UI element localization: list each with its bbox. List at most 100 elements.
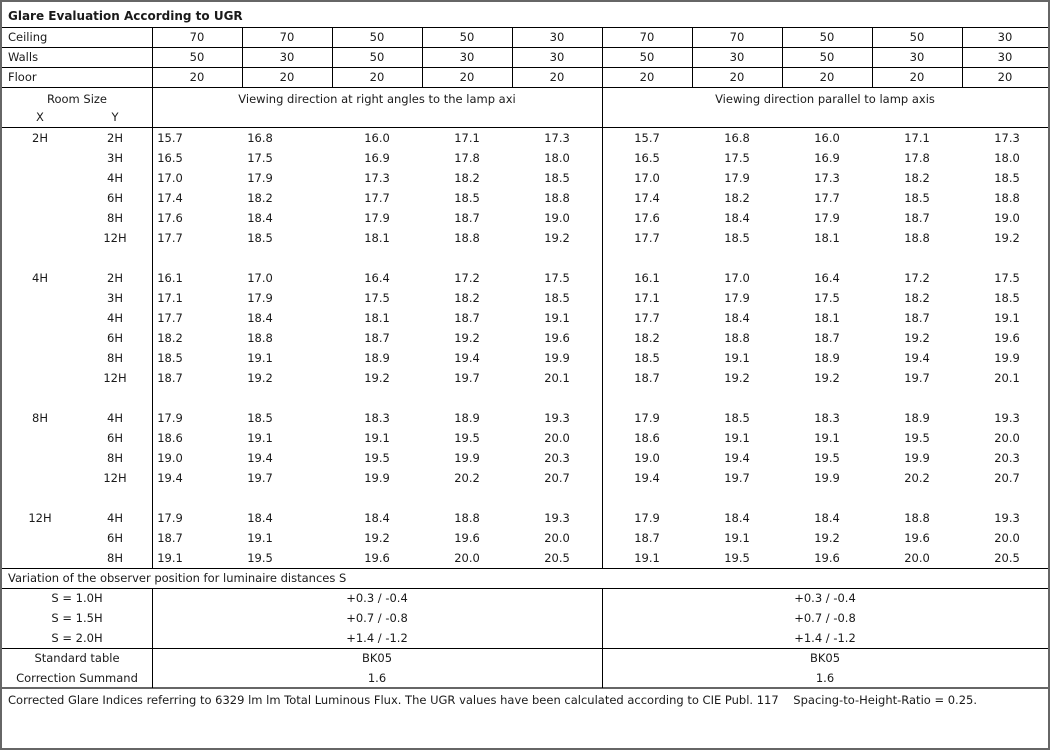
ugr-value: 18.3 bbox=[364, 411, 390, 425]
divider bbox=[2, 67, 1048, 68]
ugr-value: 19.1 bbox=[814, 431, 840, 445]
ugr-value: 19.4 bbox=[724, 451, 750, 465]
ugr-value: 17.7 bbox=[634, 231, 660, 245]
ugr-value: 18.9 bbox=[814, 351, 840, 365]
ugr-value: 19.6 bbox=[814, 551, 840, 565]
ugr-value: 18.7 bbox=[814, 331, 840, 345]
ugr-value: 18.1 bbox=[364, 311, 390, 325]
reflectance-value: 20 bbox=[369, 70, 385, 84]
reflectance-value: 20 bbox=[279, 70, 295, 84]
ugr-value: 18.1 bbox=[814, 231, 840, 245]
ugr-value: 17.5 bbox=[724, 151, 750, 165]
ugr-value: 18.2 bbox=[157, 331, 183, 345]
reflectance-value: 20 bbox=[189, 70, 205, 84]
ugr-value: 18.4 bbox=[247, 211, 273, 225]
room-y-value: 12H bbox=[103, 231, 127, 245]
room-size-label: Room Size bbox=[46, 92, 107, 106]
ugr-value: 18.4 bbox=[247, 511, 273, 525]
ugr-value: 20.1 bbox=[544, 371, 570, 385]
room-y-value: 8H bbox=[107, 211, 123, 225]
room-y-value: 12H bbox=[103, 471, 127, 485]
room-x-value: 2H bbox=[32, 131, 48, 145]
reflectance-value: 50 bbox=[909, 30, 925, 44]
divider bbox=[2, 127, 1048, 128]
ugr-value: 18.8 bbox=[994, 191, 1020, 205]
reflectance-value: 20 bbox=[639, 70, 655, 84]
ugr-value: 17.0 bbox=[634, 171, 660, 185]
ugr-value: 18.1 bbox=[814, 311, 840, 325]
ugr-value: 19.6 bbox=[994, 331, 1020, 345]
room-y-value: 6H bbox=[107, 191, 123, 205]
ugr-value: 17.0 bbox=[157, 171, 183, 185]
ugr-value: 18.7 bbox=[157, 531, 183, 545]
ugr-value: 19.4 bbox=[904, 351, 930, 365]
ugr-value: 18.4 bbox=[724, 311, 750, 325]
divider bbox=[2, 568, 1048, 569]
ugr-value: 18.7 bbox=[157, 371, 183, 385]
ugr-value: 18.8 bbox=[724, 331, 750, 345]
variation-label: S = 1.0H bbox=[51, 591, 103, 605]
ugr-value: 18.5 bbox=[904, 191, 930, 205]
reflectance-value: 20 bbox=[549, 70, 565, 84]
reflectance-value: 70 bbox=[729, 30, 745, 44]
ugr-value: 17.1 bbox=[634, 291, 660, 305]
divider bbox=[2, 588, 1048, 589]
divider bbox=[332, 27, 333, 87]
ugr-value: 16.0 bbox=[814, 131, 840, 145]
ugr-value: 17.1 bbox=[454, 131, 480, 145]
direction-perpendicular-header: Viewing direction at right angles to the… bbox=[238, 92, 516, 106]
ugr-value: 18.2 bbox=[724, 191, 750, 205]
ugr-value: 18.4 bbox=[814, 511, 840, 525]
ugr-value: 17.9 bbox=[724, 171, 750, 185]
reflectance-label-floor: Floor bbox=[8, 70, 37, 84]
reflectance-value: 50 bbox=[189, 50, 205, 64]
ugr-value: 19.1 bbox=[994, 311, 1020, 325]
reflectance-value: 20 bbox=[819, 70, 835, 84]
ugr-value: 17.5 bbox=[247, 151, 273, 165]
ugr-value: 16.1 bbox=[634, 271, 660, 285]
ugr-value: 19.0 bbox=[544, 211, 570, 225]
correction-summand-left: 1.6 bbox=[367, 671, 387, 685]
ugr-value: 18.7 bbox=[454, 311, 480, 325]
ugr-value: 20.5 bbox=[544, 551, 570, 565]
ugr-value: 18.4 bbox=[247, 311, 273, 325]
variation-left: +0.7 / -0.8 bbox=[346, 611, 408, 625]
ugr-value: 17.7 bbox=[157, 311, 183, 325]
room-y-value: 6H bbox=[107, 431, 123, 445]
variation-right: +0.3 / -0.4 bbox=[794, 591, 856, 605]
ugr-value: 19.7 bbox=[247, 471, 273, 485]
divider bbox=[602, 588, 603, 688]
ugr-value: 18.4 bbox=[724, 511, 750, 525]
standard-table-label: Standard table bbox=[34, 651, 120, 665]
ugr-value: 16.4 bbox=[364, 271, 390, 285]
ugr-value: 17.9 bbox=[157, 411, 183, 425]
ugr-value: 19.0 bbox=[157, 451, 183, 465]
reflectance-value: 50 bbox=[819, 30, 835, 44]
ugr-value: 18.7 bbox=[904, 311, 930, 325]
ugr-value: 17.5 bbox=[544, 271, 570, 285]
reflectance-value: 30 bbox=[997, 30, 1013, 44]
ugr-value: 19.1 bbox=[247, 531, 273, 545]
ugr-value: 18.2 bbox=[454, 171, 480, 185]
reflectance-value: 50 bbox=[819, 50, 835, 64]
ugr-value: 20.7 bbox=[544, 471, 570, 485]
ugr-value: 18.2 bbox=[454, 291, 480, 305]
ugr-value: 17.8 bbox=[904, 151, 930, 165]
reflectance-value: 70 bbox=[279, 30, 295, 44]
ugr-value: 18.4 bbox=[364, 511, 390, 525]
ugr-value: 16.0 bbox=[364, 131, 390, 145]
ugr-value: 16.9 bbox=[814, 151, 840, 165]
ugr-value: 17.2 bbox=[454, 271, 480, 285]
ugr-value: 17.1 bbox=[904, 131, 930, 145]
ugr-value: 18.5 bbox=[247, 231, 273, 245]
ugr-value: 19.9 bbox=[814, 471, 840, 485]
ugr-value: 19.4 bbox=[247, 451, 273, 465]
reflectance-value: 50 bbox=[639, 50, 655, 64]
ugr-value: 19.9 bbox=[994, 351, 1020, 365]
ugr-value: 17.8 bbox=[454, 151, 480, 165]
ugr-value: 17.7 bbox=[364, 191, 390, 205]
ugr-value: 19.2 bbox=[454, 331, 480, 345]
ugr-value: 19.3 bbox=[994, 511, 1020, 525]
ugr-value: 19.7 bbox=[904, 371, 930, 385]
